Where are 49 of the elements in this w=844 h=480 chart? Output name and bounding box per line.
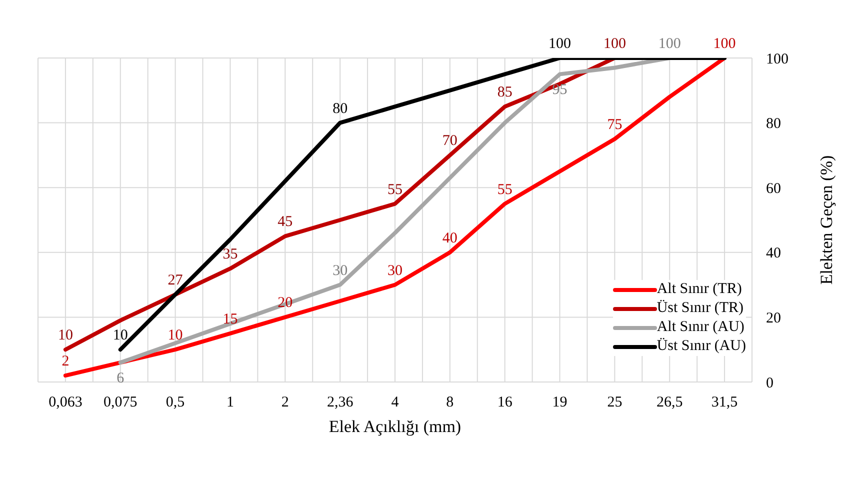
y-tick-label: 60: [766, 180, 781, 197]
data-label: 2: [62, 354, 70, 370]
legend-label: Üst Sınır (TR): [656, 299, 744, 318]
data-label: 40: [442, 230, 458, 246]
x-tick-label: 8: [446, 394, 454, 411]
data-label: 10: [168, 328, 183, 344]
x-axis-title: Elek Açıklığı (mm): [328, 417, 462, 436]
y-tick-label: 80: [766, 116, 781, 132]
data-label: 80: [332, 100, 348, 117]
x-tick-label: 0,063: [48, 394, 82, 411]
data-label: 100: [548, 36, 572, 52]
data-label: 55: [388, 182, 402, 198]
data-label: 85: [497, 84, 512, 101]
x-tick-label: 0,5: [166, 394, 185, 411]
data-label: 15: [222, 311, 238, 328]
x-tick-label: 31,5: [711, 394, 738, 411]
y-tick-label: 20: [766, 310, 781, 327]
data-label: 27: [168, 272, 184, 289]
x-tick-label: 4: [391, 394, 400, 411]
y-tick-label: 40: [766, 246, 781, 262]
data-label: 20: [278, 295, 293, 312]
x-tick-label: 26,5: [656, 394, 683, 411]
data-label: 35: [222, 246, 238, 263]
data-label: 6: [116, 370, 125, 387]
data-label: 70: [442, 133, 458, 150]
y-axis-title: Elekten Geçen (%): [817, 155, 836, 285]
data-label: 100: [603, 36, 626, 52]
data-label: 30: [332, 262, 348, 279]
data-label: 10: [58, 328, 73, 344]
data-label: 10: [112, 328, 128, 344]
y-tick-label: 0: [766, 375, 774, 392]
data-label: 100: [658, 36, 681, 52]
y-tick-label: 100: [766, 51, 788, 68]
data-label: 30: [388, 262, 402, 279]
data-label: 100: [713, 36, 736, 52]
x-tick-label: 16: [497, 394, 513, 411]
data-label: 45: [278, 214, 293, 230]
x-tick-label: 25: [607, 394, 622, 411]
legend-label: Üst Sınır (AU): [656, 337, 746, 356]
legend-label: Alt Sınır (TR): [656, 280, 742, 299]
data-label: 55: [497, 182, 512, 198]
legend-label: Alt Sınır (AU): [656, 318, 744, 337]
x-tick-label: 0,075: [104, 394, 138, 411]
x-tick-label: 2,36: [326, 394, 354, 411]
x-tick-label: 19: [552, 394, 568, 411]
data-label: 75: [607, 117, 622, 133]
data-label: 95: [552, 82, 568, 98]
x-tick-label: 1: [226, 394, 234, 411]
x-tick-label: 2: [281, 394, 289, 411]
